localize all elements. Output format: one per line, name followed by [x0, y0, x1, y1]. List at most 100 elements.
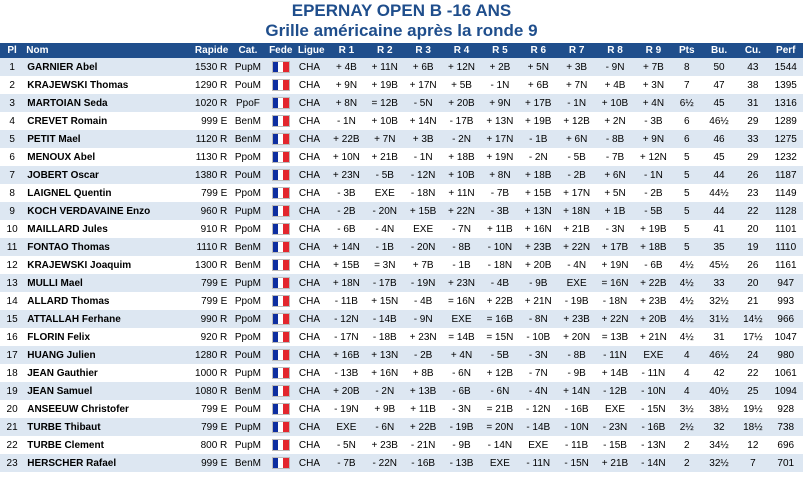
header-nom[interactable]: Nom: [26, 45, 49, 56]
player-name-link[interactable]: KRAJEWSKI Thomas: [27, 79, 129, 91]
category-cell: PupM: [234, 61, 261, 73]
player-name-link[interactable]: HERSCHER Rafael: [27, 457, 117, 469]
cumulative-cell: 33: [747, 133, 759, 145]
round-4-result: - 17B: [449, 115, 474, 127]
round-2-result: + 10B: [371, 115, 398, 127]
buchholz-cell: 44: [713, 169, 725, 181]
round-4-result: - 7N: [452, 223, 471, 235]
points-cell: 4½: [679, 295, 694, 307]
round-7-result: + 7N: [565, 79, 588, 91]
france-flag-icon: [271, 295, 290, 307]
round-2-result: + 21B: [371, 151, 398, 163]
header-r1[interactable]: R 1: [338, 45, 355, 56]
header-pl[interactable]: Pl: [7, 45, 17, 56]
header-r5[interactable]: R 5: [492, 45, 508, 56]
round-1-result: - 19N: [334, 403, 359, 415]
round-3-result: + 11B: [410, 403, 436, 415]
cumulative-cell: 14½: [743, 313, 763, 325]
player-name-link[interactable]: MARTOIAN Seda: [27, 97, 108, 109]
header-cat[interactable]: Cat.: [238, 45, 258, 56]
player-name-link[interactable]: KRAJEWSKI Joaquim: [27, 259, 132, 271]
player-name-link[interactable]: ATTALLAH Ferhane: [27, 313, 121, 325]
header-r8[interactable]: R 8: [607, 45, 623, 56]
header-perf[interactable]: Perf: [776, 45, 796, 56]
header-r3[interactable]: R 3: [415, 45, 431, 56]
federation-cell: [266, 364, 296, 382]
player-name-link[interactable]: TURBE Clement: [27, 439, 104, 451]
player-name-link[interactable]: JEAN Gauthier: [27, 367, 98, 379]
round-9-result: - 10N: [641, 385, 666, 397]
player-name-link[interactable]: MAILLARD Jules: [27, 223, 108, 235]
performance-cell: 1316: [774, 97, 797, 109]
round-1-result: + 9N: [335, 79, 358, 91]
player-name-link[interactable]: JEAN Samuel: [27, 385, 93, 397]
buchholz-cell: 45: [713, 151, 725, 163]
player-name-link[interactable]: TURBE Thibaut: [27, 421, 101, 433]
rank-cell: 12: [6, 259, 18, 271]
rank-cell: 18: [6, 367, 18, 379]
performance-cell: 1149: [775, 187, 797, 199]
round-6-result: - 3N: [528, 349, 548, 361]
league-cell: CHA: [298, 169, 321, 181]
league-cell: CHA: [298, 97, 321, 109]
buchholz-cell: 46½: [709, 349, 729, 361]
round-2-result: - 2N: [375, 385, 395, 397]
france-flag-icon: [271, 277, 290, 289]
header-ligue[interactable]: Ligue: [297, 45, 325, 56]
header-rapide[interactable]: Rapide: [194, 45, 229, 56]
league-cell: CHA: [298, 223, 321, 235]
player-name-link[interactable]: KOCH VERDAVAINE Enzo: [27, 205, 151, 217]
round-2-result: + 7N: [374, 133, 396, 145]
header-pts[interactable]: Pts: [678, 45, 695, 56]
header-r4[interactable]: R 4: [453, 45, 470, 56]
player-name-link[interactable]: FLORIN Felix: [27, 331, 91, 343]
player-name-link[interactable]: PETIT Mael: [27, 133, 81, 145]
buchholz-cell: 32: [713, 421, 725, 433]
category-cell: PouM: [234, 349, 261, 361]
player-name-link[interactable]: GARNIER Abel: [27, 61, 98, 73]
header-r6[interactable]: R 6: [530, 45, 547, 56]
player-name-link[interactable]: MULLI Mael: [27, 277, 83, 289]
rating-cell: 1380 R: [195, 169, 228, 181]
rating-cell: 799 E: [201, 187, 228, 199]
player-name-link[interactable]: LAIGNEL Quentin: [27, 187, 112, 199]
round-1-result: + 8N: [335, 97, 358, 109]
round-2-result: = 12B: [371, 97, 398, 109]
player-name-link[interactable]: FONTAO Thomas: [27, 241, 110, 253]
round-4-result: EXE: [451, 313, 472, 325]
round-5-result: - 18N: [487, 259, 513, 271]
header-fede[interactable]: Fede: [269, 45, 293, 56]
category-cell: PpoM: [234, 331, 261, 343]
player-name-link[interactable]: MENOUX Abel: [27, 151, 96, 163]
rating-cell: 799 E: [201, 403, 228, 415]
round-5-result: = 21B: [486, 403, 514, 415]
player-name-link[interactable]: JOBERT Oscar: [27, 169, 99, 181]
header-cu[interactable]: Cu.: [744, 45, 761, 56]
federation-cell: [266, 436, 296, 454]
round-2-result: - 4N: [375, 223, 395, 235]
round-4-result: + 18B: [448, 151, 475, 163]
buchholz-cell: 45½: [709, 259, 729, 271]
round-8-result: - 18N: [602, 295, 628, 307]
round-4-result: - 2N: [452, 133, 471, 145]
buchholz-cell: 38½: [709, 403, 729, 415]
header-bu[interactable]: Bu.: [710, 45, 728, 56]
round-8-result: + 17B: [601, 241, 629, 253]
player-name-link[interactable]: CREVET Romain: [27, 115, 108, 127]
league-cell: CHA: [298, 187, 321, 199]
federation-cell: [266, 274, 296, 292]
header-r9[interactable]: R 9: [645, 45, 662, 56]
player-name-link[interactable]: ALLARD Thomas: [27, 295, 110, 307]
player-name-link[interactable]: HUANG Julien: [27, 349, 96, 361]
round-9-result: + 3N: [642, 79, 665, 91]
round-5-result: - 7B: [490, 187, 510, 199]
round-6-result: + 18B: [525, 169, 552, 181]
round-9-result: + 9N: [642, 133, 665, 145]
round-2-result: + 16N: [371, 367, 399, 379]
header-r2[interactable]: R 2: [376, 45, 393, 56]
round-9-result: + 21N: [639, 331, 667, 343]
player-name-link[interactable]: ANSEEUW Christofer: [27, 403, 129, 415]
rating-cell: 990 R: [200, 313, 228, 325]
header-r7[interactable]: R 7: [568, 45, 585, 56]
round-7-result: + 6N: [565, 133, 588, 145]
